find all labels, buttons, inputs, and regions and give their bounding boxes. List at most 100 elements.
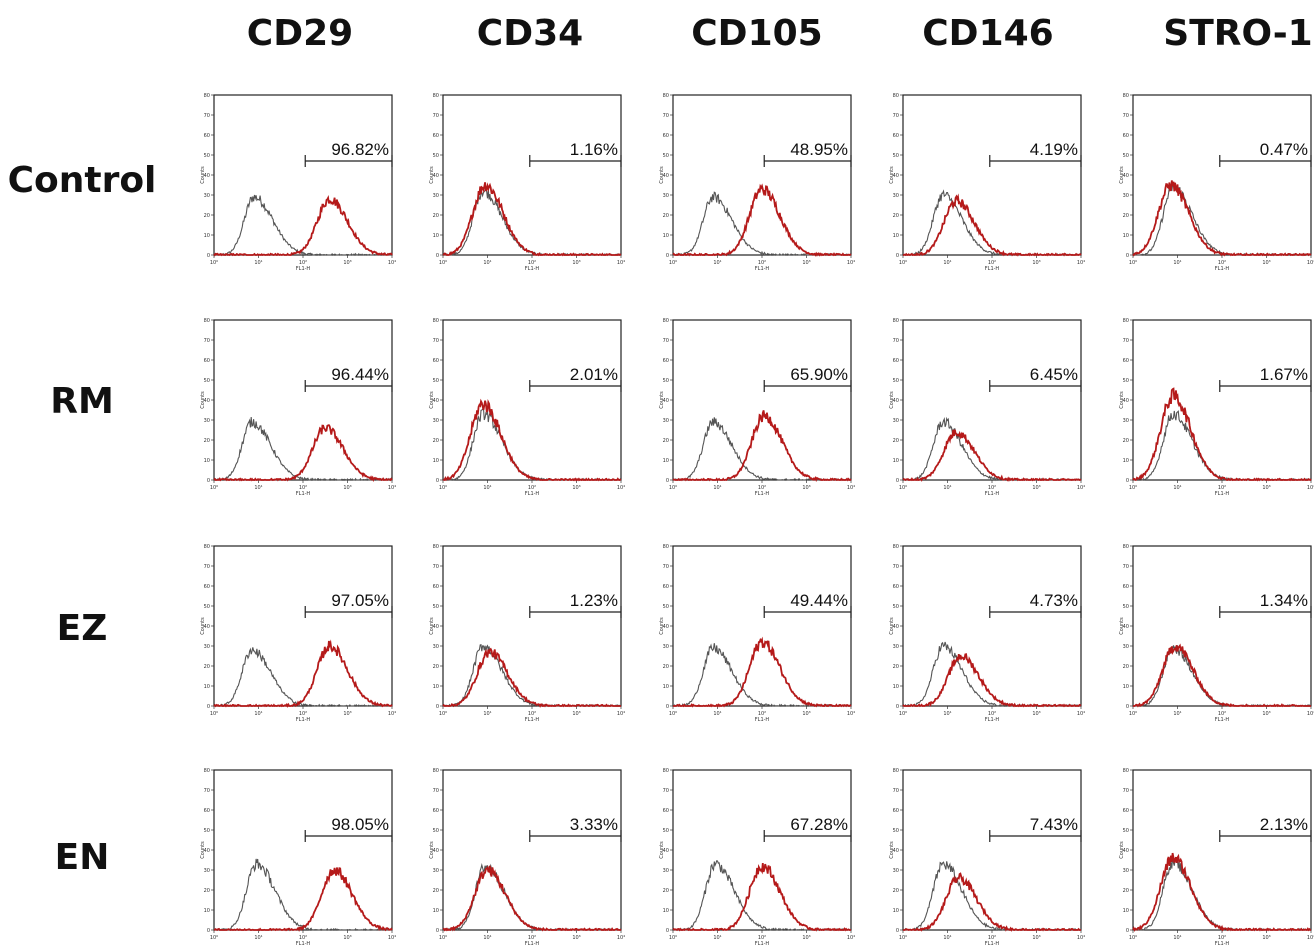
y-tick-label: 0 <box>1126 928 1129 934</box>
y-tick-label: 0 <box>207 478 210 484</box>
positive-gate-marker <box>763 380 852 392</box>
x-tick-label: 10² <box>1218 711 1226 717</box>
y-tick-label: 80 <box>893 544 899 550</box>
percent-positive-label: 2.13% <box>1260 815 1308 834</box>
x-tick-label: 10⁰ <box>210 935 218 941</box>
y-tick-label: 60 <box>663 584 669 590</box>
y-axis-label: Counts <box>659 841 665 859</box>
y-tick-label: 60 <box>1123 358 1129 364</box>
y-tick-label: 10 <box>893 908 899 914</box>
x-tick-label: 10¹ <box>943 935 951 941</box>
percent-positive-label: 96.82% <box>331 140 389 159</box>
x-tick-label: 10³ <box>1262 260 1270 266</box>
x-tick-label: 10² <box>988 485 996 491</box>
y-tick-label: 50 <box>893 604 899 610</box>
control-histogram <box>213 194 392 256</box>
x-tick-label: 10⁰ <box>210 711 218 717</box>
y-tick-label: 30 <box>204 193 210 199</box>
y-tick-label: 70 <box>663 788 669 794</box>
sample-histogram <box>1132 180 1312 257</box>
y-tick-label: 0 <box>896 478 899 484</box>
y-tick-label: 70 <box>204 788 210 794</box>
x-axis-label: FL1-H <box>755 266 770 272</box>
x-tick-label: 10¹ <box>943 260 951 266</box>
y-tick-label: 30 <box>433 644 439 650</box>
sample-histogram <box>213 867 393 932</box>
x-tick-label: 10³ <box>343 485 351 491</box>
y-tick-label: 70 <box>204 564 210 570</box>
y-tick-label: 50 <box>204 378 210 384</box>
percent-positive-label: 49.44% <box>790 591 848 610</box>
marker-header: CD29 <box>247 13 353 54</box>
histogram-panel: 0 10 20 30 40 50 60 70 80 10⁰ 10¹ 10² 10³ 10⁴ FL1-H Cou… <box>659 544 855 723</box>
sample-histogram <box>672 863 851 932</box>
y-tick-label: 30 <box>893 644 899 650</box>
y-tick-label: 50 <box>663 604 669 610</box>
y-axis-label: Counts <box>1119 166 1125 184</box>
y-tick-label: 20 <box>1123 664 1129 670</box>
y-tick-label: 50 <box>1123 828 1129 834</box>
x-tick-label: 10¹ <box>713 935 721 941</box>
y-tick-label: 30 <box>433 868 439 874</box>
positive-gate-marker <box>1219 830 1312 842</box>
y-tick-label: 80 <box>204 93 210 99</box>
x-tick-label: 10⁴ <box>617 711 625 717</box>
x-tick-label: 10¹ <box>254 935 262 941</box>
y-tick-label: 40 <box>893 624 899 630</box>
y-tick-label: 20 <box>663 888 669 894</box>
y-tick-label: 40 <box>1123 173 1129 179</box>
x-tick-label: 10³ <box>1262 485 1270 491</box>
y-tick-label: 50 <box>1123 153 1129 159</box>
y-tick-label: 30 <box>663 418 669 424</box>
histogram-panel: 0 10 20 30 40 50 60 70 80 10⁰ 10¹ 10² 10³ 10⁴ FL1-H Cou… <box>889 93 1085 272</box>
y-axis-label: Counts <box>1119 617 1125 635</box>
x-tick-label: 10² <box>528 711 536 717</box>
y-tick-label: 80 <box>893 318 899 324</box>
y-tick-label: 50 <box>433 604 439 610</box>
y-tick-label: 40 <box>663 848 669 854</box>
x-tick-label: 10³ <box>572 935 580 941</box>
y-tick-label: 70 <box>663 564 669 570</box>
x-tick-label: 10⁰ <box>439 935 447 941</box>
sample-histogram <box>213 195 393 257</box>
y-tick-label: 40 <box>663 398 669 404</box>
x-tick-label: 10³ <box>343 260 351 266</box>
y-tick-label: 10 <box>433 233 439 239</box>
positive-gate-marker <box>989 155 1082 167</box>
y-tick-label: 20 <box>433 888 439 894</box>
x-axis-label: FL1-H <box>1215 717 1230 723</box>
y-tick-label: 30 <box>893 193 899 199</box>
x-tick-label: 10² <box>299 711 307 717</box>
plot-frame <box>1132 319 1312 481</box>
x-tick-label: 10¹ <box>713 485 721 491</box>
y-axis-label: Counts <box>200 617 206 635</box>
positive-gate-marker <box>304 830 393 842</box>
y-tick-label: 20 <box>204 213 210 219</box>
histogram-panel: 0 10 20 30 40 50 60 70 80 10⁰ 10¹ 10² 10³ 10⁴ FL1-H Cou… <box>889 544 1085 723</box>
x-tick-label: 10¹ <box>943 711 951 717</box>
percent-positive-label: 97.05% <box>331 591 389 610</box>
y-tick-label: 50 <box>204 828 210 834</box>
y-tick-label: 0 <box>436 253 439 259</box>
y-tick-label: 40 <box>433 398 439 404</box>
positive-gate-marker <box>529 380 622 392</box>
y-tick-label: 70 <box>204 113 210 119</box>
plot-frame <box>213 94 393 256</box>
plot-frame <box>902 545 1082 707</box>
x-tick-label: 10⁴ <box>1307 711 1314 717</box>
x-tick-label: 10⁰ <box>439 260 447 266</box>
histogram-panels: 0 10 20 30 40 50 60 70 80 10⁰ 10¹ 10² 10³ 10⁴ FL1-H Cou… <box>200 93 1314 947</box>
x-tick-label: 10² <box>758 485 766 491</box>
y-tick-label: 10 <box>893 233 899 239</box>
y-tick-label: 0 <box>896 704 899 710</box>
positive-gate-marker <box>989 606 1082 618</box>
y-tick-label: 70 <box>1123 113 1129 119</box>
plot-frame <box>1132 545 1312 707</box>
plot-frame <box>902 769 1082 931</box>
histogram-panel: 0 10 20 30 40 50 60 70 80 10⁰ 10¹ 10² 10³ 10⁴ FL1-H Cou… <box>200 93 396 272</box>
percent-positive-label: 1.34% <box>1260 591 1308 610</box>
y-axis-label: Counts <box>659 166 665 184</box>
y-tick-label: 10 <box>893 458 899 464</box>
x-tick-label: 10¹ <box>483 711 491 717</box>
y-tick-label: 10 <box>433 458 439 464</box>
